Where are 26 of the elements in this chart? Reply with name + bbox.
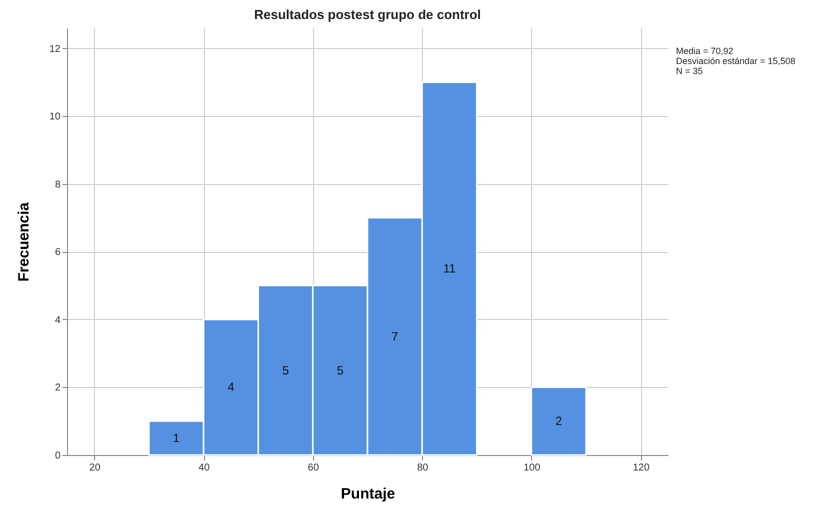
- x-tick-label: 60: [308, 462, 320, 474]
- y-axis-title: Frecuencia: [15, 202, 32, 282]
- data-label: 2: [555, 414, 562, 428]
- x-axis-title: Puntaje: [340, 486, 396, 502]
- y-tick-label: 6: [54, 247, 61, 258]
- data-label: 11: [443, 262, 456, 276]
- y-tick-label: 12: [49, 44, 61, 55]
- y-tick-label: 0: [54, 450, 61, 462]
- x-tick-label: 40: [198, 462, 210, 474]
- x-tick-label: 80: [417, 462, 429, 474]
- y-tick-label: 2: [54, 382, 61, 394]
- data-label: 7: [391, 329, 398, 344]
- text: N = 35: [676, 66, 704, 76]
- text: Media = 70,92: [676, 46, 734, 56]
- data-label: 4: [228, 380, 235, 394]
- x-tick-label: 120: [632, 462, 650, 474]
- chart-title: Resultados postest grupo de control: [254, 7, 481, 22]
- data-label: 5: [336, 363, 344, 378]
- y-tick-label: 10: [49, 112, 61, 123]
- y-tick-label: 4: [54, 314, 61, 326]
- text: Desviación estándar = 15,508: [676, 56, 796, 66]
- y-tick-label: 8: [54, 179, 61, 190]
- data-label: 5: [282, 363, 290, 378]
- data-label: 1: [172, 431, 180, 446]
- x-tick-label: 100: [524, 462, 541, 474]
- x-tick-label: 20: [89, 462, 101, 474]
